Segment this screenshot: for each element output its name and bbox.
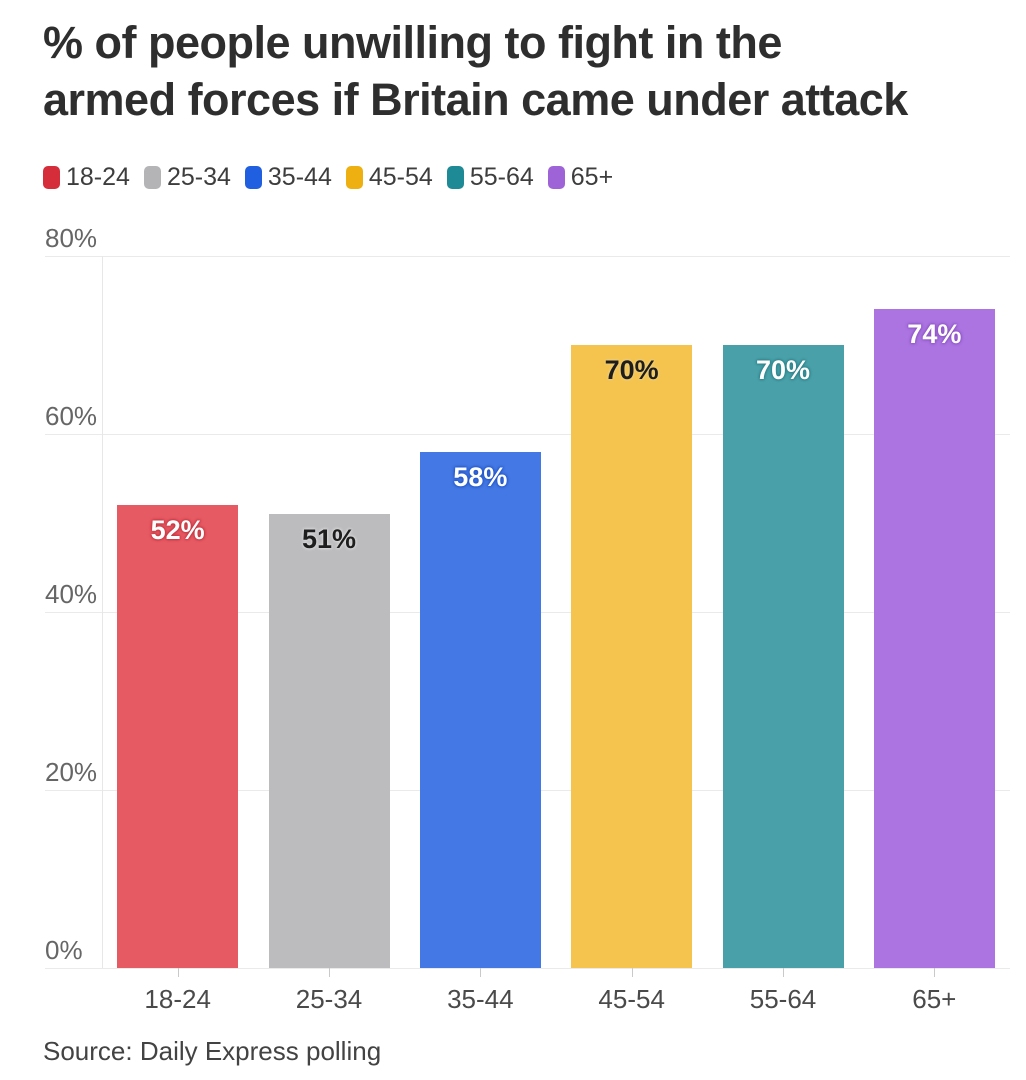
- legend-label: 55-64: [469, 163, 534, 191]
- y-axis-label-0: 0%: [45, 935, 83, 965]
- legend-item-55-64: 55-64: [446, 163, 534, 192]
- bar-25-34: 51%: [268, 514, 390, 968]
- x-axis-tick-35-44: [480, 968, 482, 977]
- bar-value-label-25-34: 51%: [301, 524, 357, 555]
- x-axis-tick-45-54: [631, 968, 633, 977]
- bar-55-64: 70%: [722, 345, 844, 968]
- bar-chart: 0% 20% 40% 60% 80% 52% 18-24 51% 25-34 58% 35-44 70…: [45, 224, 1010, 1028]
- legend-label: 25-34: [166, 163, 231, 191]
- bar-45-54: 70%: [571, 345, 693, 968]
- bar-35-44: 58%: [419, 451, 541, 968]
- legend-label: 18-24: [66, 163, 130, 191]
- y-axis-label-80: 80%: [45, 223, 98, 253]
- y-axis-label-20: 20%: [45, 757, 98, 787]
- y-gridline-0: [45, 968, 1010, 969]
- x-axis-tick-18-24: [177, 968, 179, 977]
- x-axis-tick-65+: [934, 968, 936, 977]
- chart-title: % of people unwilling to fight in the ar…: [43, 17, 908, 125]
- bar-value-label-65+: 74%: [907, 319, 962, 350]
- legend-swatch-icon: [345, 166, 363, 189]
- x-axis-tick-55-64: [783, 968, 784, 977]
- source-note: Source: Daily Express polling: [43, 1036, 382, 1066]
- bar-value-label-18-24: 52%: [150, 515, 205, 546]
- legend-item-45-54: 45-54: [345, 163, 433, 192]
- x-axis-label-65+: 65+: [912, 984, 957, 1014]
- bar-18-24: 52%: [117, 505, 239, 968]
- y-axis-line: [102, 256, 103, 968]
- legend-item-35-44: 35-44: [244, 163, 332, 192]
- legend-label: 65+: [570, 163, 614, 191]
- x-axis-label-45-54: 45-54: [598, 984, 665, 1014]
- bar-value-label-35-44: 58%: [453, 461, 508, 492]
- legend: 18-24 25-34 35-44 45-54 55-64 65+: [43, 163, 613, 192]
- legend-item-65+: 65+: [547, 163, 614, 192]
- x-axis-label-18-24: 18-24: [144, 984, 211, 1014]
- y-axis-label-60: 60%: [45, 401, 98, 431]
- x-axis-tick-25-34: [329, 968, 330, 977]
- legend-swatch-icon: [143, 166, 161, 189]
- x-axis-label-35-44: 35-44: [447, 984, 514, 1014]
- y-axis-label-40: 40%: [45, 579, 98, 609]
- legend-swatch-icon: [43, 166, 60, 189]
- legend-label: 35-44: [267, 163, 332, 191]
- legend-swatch-icon: [547, 166, 565, 189]
- legend-swatch-icon: [446, 166, 464, 189]
- bar-value-label-55-64: 70%: [755, 355, 811, 385]
- x-axis-label-25-34: 25-34: [295, 984, 363, 1014]
- y-gridline-60: [45, 434, 1010, 435]
- legend-item-18-24: 18-24: [43, 163, 130, 192]
- legend-label: 45-54: [368, 163, 433, 191]
- legend-item-25-34: 25-34: [143, 163, 231, 192]
- y-gridline-80: [45, 256, 1010, 257]
- x-axis-label-55-64: 55-64: [749, 984, 817, 1014]
- bar-65+: 74%: [873, 309, 995, 968]
- bar-value-label-45-54: 70%: [604, 355, 659, 385]
- legend-swatch-icon: [244, 166, 262, 189]
